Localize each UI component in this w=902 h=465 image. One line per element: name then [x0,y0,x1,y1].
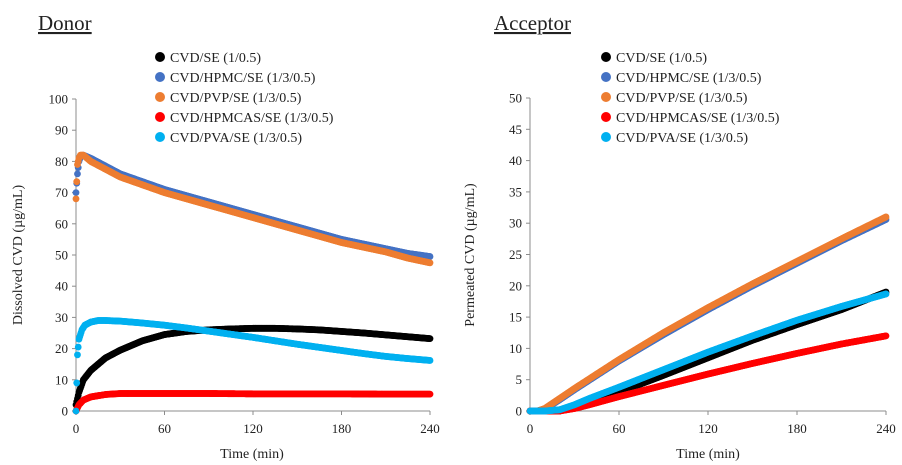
donor-x-tick-label: 240 [420,421,440,436]
acceptor-legend-label: CVD/SE (1/0.5) [616,51,707,66]
acceptor-x-ticks: 0 60 120 180 240 [527,411,896,436]
acceptor-x-axis-label: Time (min) [676,447,740,462]
acceptor-legend-marker [601,112,611,122]
donor-legend-label: CVD/SE (1/0.5) [170,51,261,66]
donor-x-tick-label: 0 [73,421,80,436]
acceptor-legend-label: CVD/HPMCAS/SE (1/3/0.5) [616,111,780,126]
donor-y-tick-label: 10 [55,372,68,387]
acceptor-legend-marker [601,72,611,82]
acceptor-y-tick-label: 5 [516,372,523,387]
donor-title: Donor [38,11,92,35]
acceptor-y-tick-label: 35 [509,184,522,199]
donor-point [426,253,434,260]
donor-legend-marker [155,112,165,122]
acceptor-legend-marker [601,132,611,142]
donor-y-axis-label: Dissolved CVD (µg/mL) [11,185,26,326]
donor-y-tick-label: 60 [55,216,68,231]
acceptor-legend-label: CVD/PVA/SE (1/3/0.5) [616,131,748,146]
donor-y-tick-label: 40 [55,279,68,294]
donor-x-axis-label: Time (min) [220,447,284,462]
acceptor-x-tick-label: 60 [613,421,626,436]
donor-y-tick-label: 50 [55,248,68,263]
acceptor-x-tick-label: 0 [527,421,534,436]
donor-plot-area: 0 10 20 30 40 50 60 70 80 90 100 0 60 120 180 240 [49,92,440,437]
donor-x-tick-label: 120 [243,421,263,436]
donor-series-3 [72,390,434,415]
acceptor-legend-marker [601,92,611,102]
donor-y-tick-label: 0 [62,404,69,419]
donor-point [72,195,80,203]
acceptor-point [882,213,890,221]
donor-legend-label: CVD/PVA/SE (1/3/0.5) [170,131,302,146]
donor-y-ticks: 0 10 20 30 40 50 60 70 80 90 100 [49,92,76,419]
donor-x-tick-label: 60 [158,421,171,436]
donor-legend-marker [155,72,165,82]
donor-legend-label: CVD/HPMCAS/SE (1/3/0.5) [170,111,334,126]
acceptor-legend-label: CVD/PVP/SE (1/3/0.5) [616,91,748,106]
donor-x-tick-label: 180 [332,421,352,436]
acceptor-y-ticks: 0 5 10 15 20 25 30 35 40 45 50 [509,91,530,419]
donor-legend: CVD/SE (1/0.5) CVD/HPMC/SE (1/3/0.5) CVD/P… [155,51,334,146]
donor-legend-label: CVD/PVP/SE (1/3/0.5) [170,91,302,106]
acceptor-y-tick-label: 45 [509,122,522,137]
donor-point [426,335,434,343]
acceptor-point [882,332,890,340]
acceptor-y-tick-label: 20 [509,278,522,293]
donor-y-tick-label: 90 [55,123,68,138]
acceptor-y-tick-label: 15 [509,310,522,325]
acceptor-legend-marker [601,52,611,62]
acceptor-y-tick-label: 50 [509,91,522,106]
donor-point [72,189,80,197]
donor-point [426,259,434,267]
donor-legend-marker [155,132,165,142]
donor-series-4 [72,317,434,415]
acceptor-series-2 [526,213,890,415]
acceptor-y-tick-label: 40 [509,153,522,168]
acceptor-x-tick-label: 240 [876,421,896,436]
acceptor-y-tick-label: 10 [509,341,522,356]
donor-series-0 [72,324,434,409]
acceptor-title: Acceptor [494,11,571,35]
acceptor-legend: CVD/SE (1/0.5) CVD/HPMC/SE (1/3/0.5) CVD/P… [601,51,780,146]
donor-point [74,170,81,178]
acceptor-x-tick-label: 120 [698,421,718,436]
donor-y-tick-label: 30 [55,310,68,325]
donor-point [74,351,81,359]
acceptor-series [526,213,890,415]
acceptor-y-tick-label: 25 [509,247,522,262]
donor-y-tick-label: 100 [49,92,69,107]
donor-legend-label: CVD/HPMC/SE (1/3/0.5) [170,71,316,86]
acceptor-legend-label: CVD/HPMC/SE (1/3/0.5) [616,71,762,86]
acceptor-y-axis-label: Permeated CVD (µg/mL) [463,183,478,327]
acceptor-chart: Acceptor 0 5 10 15 20 25 30 35 40 45 50 0 60 120 180 2… [463,11,896,462]
donor-point [73,379,81,387]
donor-legend-marker [155,92,165,102]
acceptor-y-tick-label: 0 [516,404,523,419]
donor-point [426,390,434,398]
donor-x-ticks: 0 60 120 180 240 [73,411,440,436]
donor-y-tick-label: 20 [55,341,68,356]
donor-y-tick-label: 70 [55,185,68,200]
acceptor-y-tick-label: 30 [509,216,522,231]
donor-point [74,343,82,351]
acceptor-plot-area: 0 5 10 15 20 25 30 35 40 45 50 0 60 120 180 240 [509,91,896,437]
donor-chart: Donor 0 10 20 30 40 50 60 70 80 90 100 0 60 120 180 24… [11,11,440,462]
acceptor-series-4 [526,290,890,415]
donor-legend-marker [155,52,165,62]
donor-series [72,151,434,415]
donor-point [72,407,80,415]
donor-series-1 [72,151,434,260]
donor-point [426,357,434,364]
acceptor-x-tick-label: 180 [787,421,807,436]
donor-y-tick-label: 80 [55,154,68,169]
donor-series-2 [72,151,434,267]
donor-point [73,178,81,186]
acceptor-point [882,290,890,298]
